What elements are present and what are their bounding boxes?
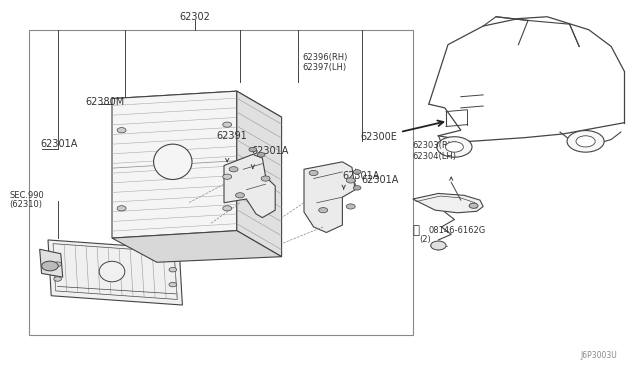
Text: 62303(RH): 62303(RH) [413, 141, 458, 150]
Circle shape [223, 174, 232, 179]
Polygon shape [40, 249, 63, 277]
Circle shape [319, 208, 328, 213]
Circle shape [353, 186, 361, 190]
Text: 62300E: 62300E [360, 132, 397, 142]
Polygon shape [112, 231, 282, 262]
Circle shape [229, 167, 238, 172]
Text: 62391: 62391 [216, 131, 247, 141]
Text: 62301A: 62301A [342, 171, 380, 180]
Polygon shape [112, 91, 282, 125]
Ellipse shape [576, 136, 595, 147]
Text: 62301A: 62301A [362, 176, 399, 185]
Circle shape [54, 262, 61, 266]
Polygon shape [413, 193, 483, 213]
Circle shape [54, 277, 61, 281]
Ellipse shape [436, 137, 472, 157]
Text: 62304(LH): 62304(LH) [413, 152, 457, 161]
Polygon shape [112, 91, 237, 238]
Circle shape [261, 176, 270, 181]
Ellipse shape [154, 144, 192, 180]
Text: SEC.990: SEC.990 [10, 191, 44, 200]
Text: 62302: 62302 [180, 12, 211, 22]
Bar [29, 30, 413, 335]
Circle shape [117, 206, 126, 211]
Circle shape [346, 204, 355, 209]
Circle shape [469, 203, 478, 208]
Polygon shape [48, 240, 182, 305]
Text: (2): (2) [419, 235, 431, 244]
Circle shape [223, 122, 232, 127]
Circle shape [169, 267, 177, 272]
Text: J6P3003U: J6P3003U [580, 351, 617, 360]
Text: Ⓑ: Ⓑ [413, 224, 420, 237]
Ellipse shape [567, 131, 604, 152]
Text: 62380M: 62380M [85, 97, 124, 107]
Circle shape [169, 282, 177, 287]
Polygon shape [237, 91, 282, 257]
Polygon shape [224, 154, 275, 218]
Circle shape [249, 147, 257, 152]
Circle shape [346, 178, 355, 183]
Circle shape [309, 170, 318, 176]
Text: 62396(RH): 62396(RH) [302, 53, 348, 62]
Ellipse shape [99, 261, 125, 282]
Circle shape [117, 128, 126, 133]
Circle shape [42, 261, 58, 271]
Circle shape [257, 153, 265, 157]
Circle shape [223, 206, 232, 211]
Text: 08146-6162G: 08146-6162G [429, 226, 486, 235]
Ellipse shape [445, 142, 463, 152]
Text: 62301A: 62301A [252, 146, 289, 155]
Polygon shape [304, 162, 355, 232]
Text: 62301A: 62301A [40, 140, 77, 149]
Text: 62397(LH): 62397(LH) [302, 63, 346, 72]
Text: (62310): (62310) [10, 200, 43, 209]
Circle shape [431, 241, 446, 250]
Circle shape [353, 170, 361, 174]
Circle shape [236, 193, 244, 198]
